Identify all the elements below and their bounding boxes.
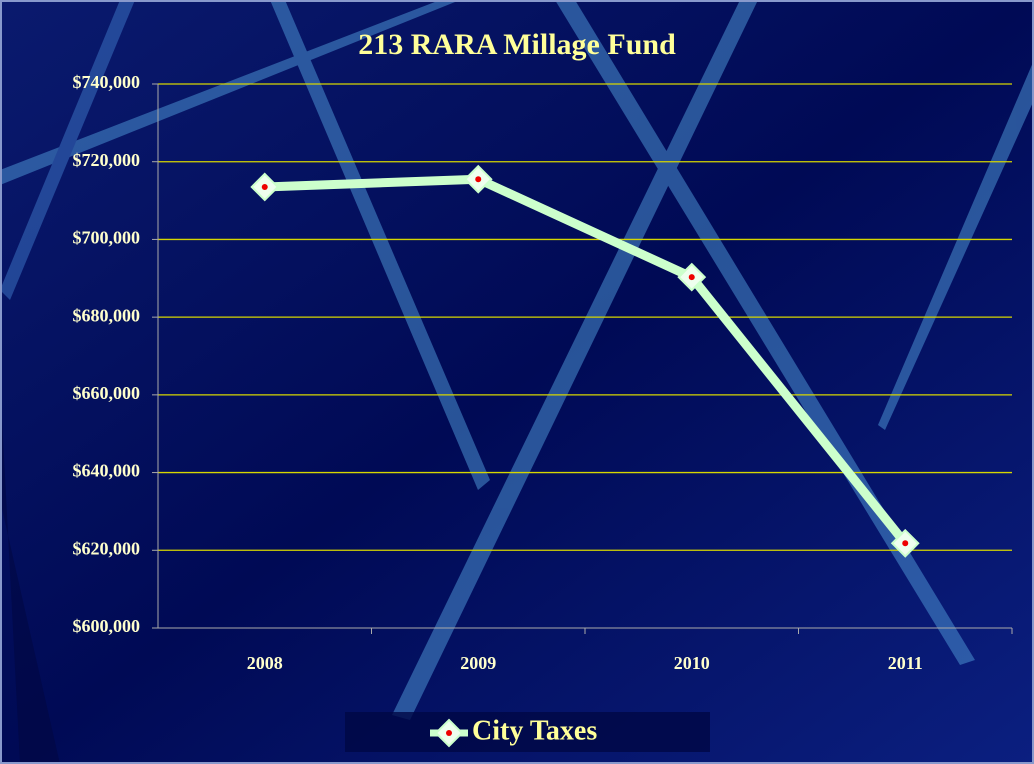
x-tick-label: 2009 (460, 653, 496, 673)
page: {"chart_data": {"type": "line", "title":… (0, 0, 1034, 764)
marker-center (475, 176, 481, 182)
y-tick-label: $720,000 (73, 150, 141, 170)
x-tick-label: 2011 (888, 653, 923, 673)
y-tick-label: $700,000 (73, 228, 141, 248)
y-tick-label: $680,000 (73, 305, 141, 325)
legend-label: City Taxes (472, 715, 597, 746)
y-tick-label: $640,000 (73, 461, 141, 481)
chart: 213 RARA Millage Fund $600,000 $620,000 $6… (0, 0, 1034, 764)
y-tick-label: $660,000 (73, 383, 141, 403)
y-tick-label: $620,000 (73, 538, 141, 558)
y-tick-label: $600,000 (73, 616, 141, 636)
y-tick-label: $740,000 (73, 72, 141, 92)
marker-center (902, 540, 908, 546)
x-tick-label: 2008 (247, 653, 283, 673)
marker-center (262, 184, 268, 190)
x-tick-label: 2010 (674, 653, 710, 673)
legend-center (446, 730, 452, 736)
chart-title: 213 RARA Millage Fund (358, 28, 676, 61)
marker-center (689, 274, 695, 280)
